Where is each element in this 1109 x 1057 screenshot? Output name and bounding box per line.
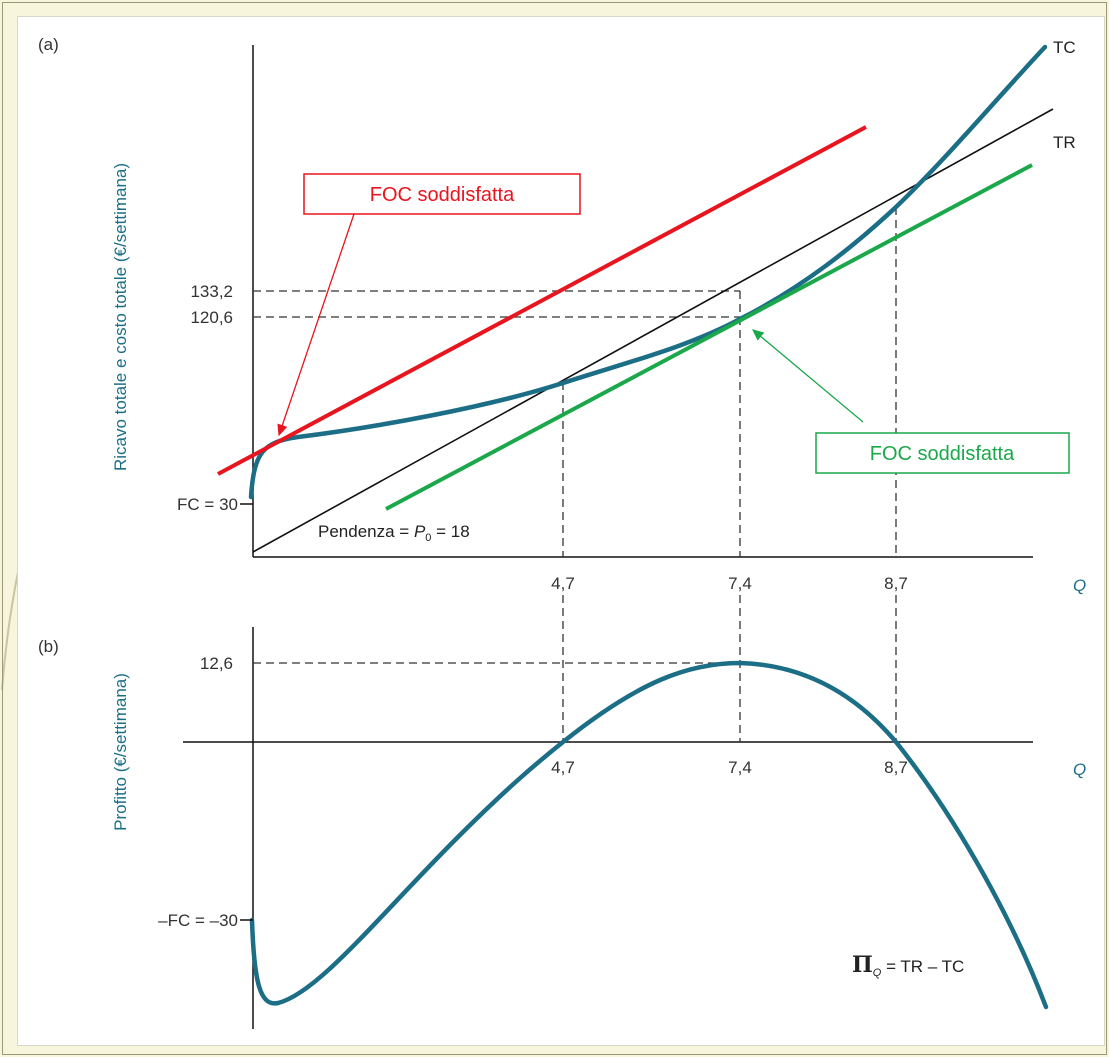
panel-b-y-axis-label: Profitto (€/settimana)	[111, 673, 130, 831]
panel-b-x-axis-label: Q	[1073, 760, 1086, 779]
foc-red-box	[303, 173, 581, 215]
tick-label-133: 133,2	[190, 282, 233, 301]
panel-b-label: (b)	[38, 637, 59, 656]
foc-red-line	[217, 125, 867, 476]
tick-label-minus-fc: –FC = –30	[158, 911, 238, 930]
foc-red-label: FOC soddisfatta	[370, 184, 515, 206]
tick-label-fc: FC = 30	[177, 495, 238, 514]
x-tick-q3-b: 8,7	[884, 758, 908, 777]
slope-label: Pendenza = P0 = 18	[318, 522, 470, 544]
tc-curve	[248, 44, 1048, 500]
panel-a-y-axis-label: Ricavo totale e costo totale (€/settiman…	[111, 163, 130, 471]
x-tick-q1-a: 4,7	[551, 574, 575, 593]
foc-green-arrow	[752, 329, 864, 423]
x-tick-q2-a: 7,4	[728, 574, 752, 593]
panel-a-x-axis-label: Q	[1073, 576, 1086, 595]
panel-a-label: (a)	[38, 35, 59, 54]
tick-label-120: 120,6	[190, 308, 233, 327]
foc-green-box	[815, 432, 1070, 474]
profit-formula-label: ΠQ = TR – TC	[852, 952, 964, 979]
foc-red-arrow	[277, 213, 355, 437]
foc-green-line	[385, 163, 1033, 511]
x-tick-q1-b: 4,7	[551, 758, 575, 777]
profit-maximization-figure: (a) Ricavo totale e costo totale (€/sett…	[17, 16, 1105, 1046]
foc-green-label: FOC soddisfatta	[870, 443, 1015, 465]
tc-label: TC	[1053, 38, 1076, 57]
x-tick-q3-a: 8,7	[884, 574, 908, 593]
diagram-canvas: (a) Ricavo totale e costo totale (€/sett…	[38, 35, 1086, 1029]
x-tick-q2-b: 7,4	[728, 758, 752, 777]
profit-curve	[249, 660, 1049, 1010]
tick-label-12-6: 12,6	[200, 654, 233, 673]
tr-label: TR	[1053, 133, 1076, 152]
